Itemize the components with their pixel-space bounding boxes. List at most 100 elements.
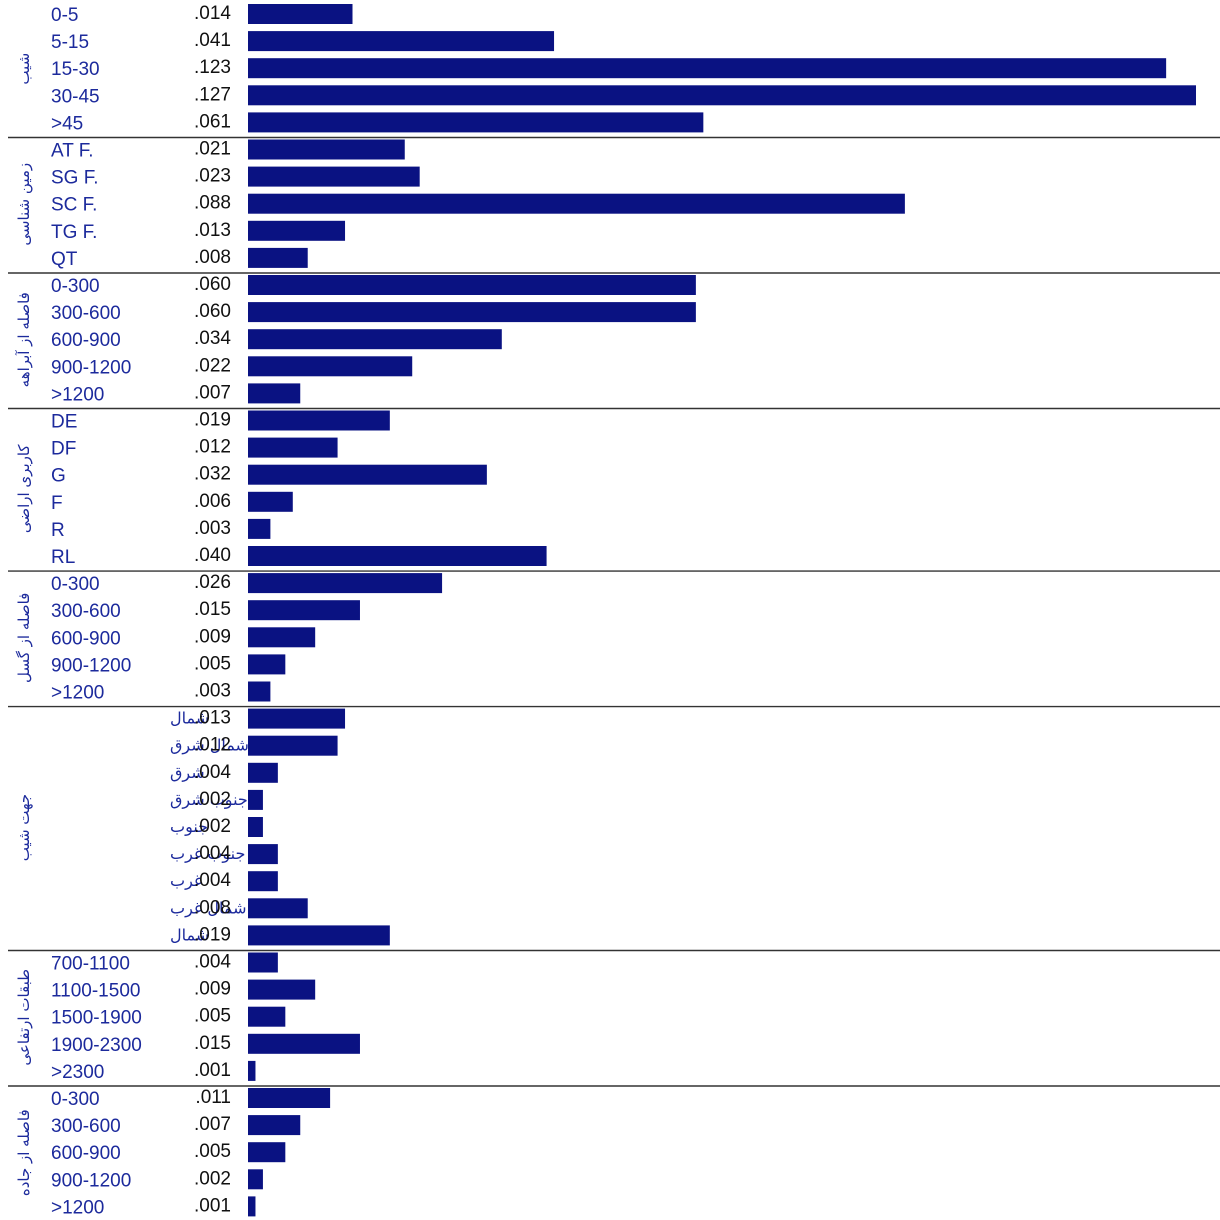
- data-label: .003: [194, 518, 231, 539]
- bar: [248, 1169, 263, 1190]
- category-label: 5-15: [51, 32, 89, 53]
- category-label: 600-900: [51, 330, 121, 351]
- bar: [248, 546, 547, 566]
- category-label: شمال شرق: [170, 736, 249, 756]
- data-label: .002: [194, 816, 231, 837]
- bar: [248, 844, 278, 865]
- data-label: .004: [194, 870, 231, 891]
- bar: [248, 1033, 360, 1054]
- bar: [248, 193, 905, 214]
- category-label: جنوب شرق: [170, 790, 248, 810]
- bar: [248, 681, 271, 702]
- bar: [248, 1115, 301, 1136]
- category-label: 300-600: [51, 303, 121, 324]
- data-label: .014: [194, 3, 231, 24]
- category-label: 0-300: [51, 276, 100, 297]
- bar: [248, 952, 278, 973]
- group-label: زمین شناسی: [15, 163, 33, 246]
- bar: [248, 410, 390, 431]
- data-label: .041: [194, 30, 231, 51]
- data-label: .034: [194, 328, 231, 349]
- data-label: .009: [194, 626, 231, 647]
- data-label: .022: [194, 355, 231, 376]
- data-label: .026: [194, 572, 231, 593]
- category-label: 900-1200: [51, 357, 131, 378]
- category-label: >1200: [51, 683, 104, 704]
- category-label: 0-300: [51, 1089, 100, 1110]
- category-label: >2300: [51, 1062, 104, 1083]
- category-label: R: [51, 520, 65, 541]
- category-label: شمال غرب: [170, 898, 247, 918]
- category-label: F: [51, 493, 63, 514]
- data-label: .021: [194, 139, 231, 160]
- bar: [248, 627, 316, 648]
- bar: [248, 1142, 286, 1163]
- bar: [248, 437, 338, 458]
- data-label: .013: [194, 708, 231, 729]
- data-label: .013: [194, 220, 231, 241]
- data-label: .007: [194, 1114, 231, 1135]
- category-label: 1500-1900: [51, 1008, 142, 1029]
- bar: [248, 356, 413, 377]
- data-label: .060: [194, 301, 231, 322]
- data-label: .005: [194, 1006, 231, 1027]
- category-label: RL: [51, 547, 75, 568]
- category-label: شرق: [170, 763, 205, 783]
- category-label: G: [51, 466, 66, 487]
- category-label: SG F.: [51, 168, 99, 189]
- group-label: طبقات ارتفاعی: [15, 969, 33, 1066]
- bar: [248, 762, 278, 783]
- data-label: .040: [194, 545, 231, 566]
- data-label: .004: [194, 843, 231, 864]
- data-label: .003: [194, 681, 231, 702]
- bar: [248, 979, 316, 1000]
- data-label: .015: [194, 599, 231, 620]
- data-label: .061: [194, 111, 231, 132]
- bar: [248, 1060, 256, 1081]
- category-label: 300-600: [51, 601, 121, 622]
- group-label: فاصله از جاده: [15, 1109, 33, 1196]
- category-label: 900-1200: [51, 655, 131, 676]
- data-label: .088: [194, 193, 231, 214]
- bar: [248, 112, 704, 133]
- bar: [248, 518, 271, 539]
- category-label: DE: [51, 412, 77, 433]
- category-label: جنوب غرب: [170, 844, 245, 864]
- category-label: شمال: [170, 925, 209, 944]
- category-label: >1200: [51, 384, 104, 405]
- data-label: .012: [194, 437, 231, 458]
- bar: [248, 1006, 286, 1027]
- bar: [248, 85, 1196, 106]
- bar: [248, 329, 502, 350]
- bar: [248, 735, 338, 756]
- category-label: DF: [51, 439, 76, 460]
- category-label: 1100-1500: [51, 981, 140, 1002]
- category-label: SC F.: [51, 195, 97, 216]
- data-label: .127: [194, 84, 231, 105]
- category-label: 30-45: [51, 86, 100, 107]
- bar: [248, 383, 301, 404]
- bar: [248, 654, 286, 675]
- category-label: 15-30: [51, 59, 100, 80]
- data-label: .002: [194, 789, 231, 810]
- data-label: .008: [194, 247, 231, 268]
- bar: [248, 898, 308, 919]
- data-label: .032: [194, 464, 231, 485]
- bar: [248, 708, 346, 729]
- category-label: 1900-2300: [51, 1035, 142, 1056]
- category-label: 700-1100: [51, 954, 130, 975]
- group-label: کاربری اراضی: [15, 444, 33, 534]
- bar: [248, 1196, 256, 1217]
- data-label: .004: [194, 762, 231, 783]
- bar: [248, 817, 263, 837]
- category-label: TG F.: [51, 222, 97, 243]
- bar: [248, 573, 443, 594]
- category-label: 900-1200: [51, 1170, 131, 1191]
- data-label: .004: [194, 952, 231, 973]
- bar: [248, 925, 390, 946]
- category-label: غرب: [170, 871, 202, 891]
- bar: [248, 600, 360, 621]
- data-label: .019: [194, 924, 231, 945]
- data-label: .002: [194, 1168, 231, 1189]
